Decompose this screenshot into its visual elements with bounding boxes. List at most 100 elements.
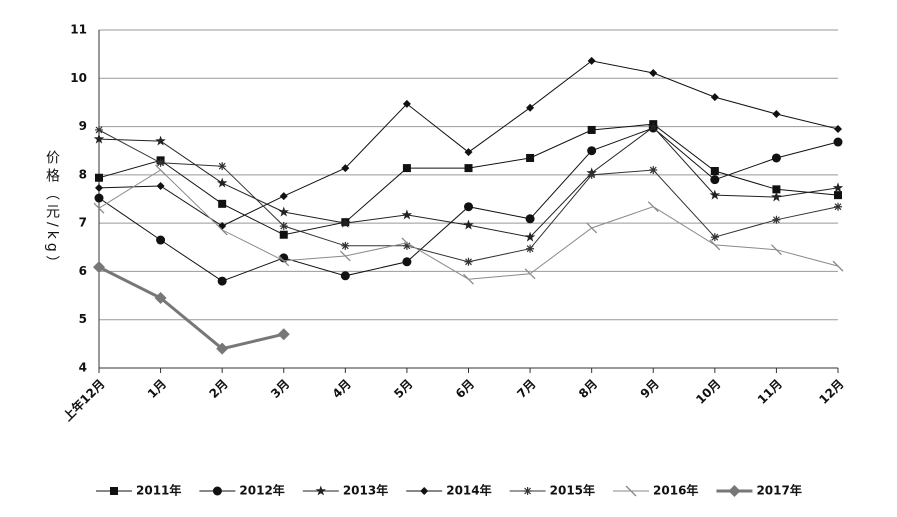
marker (402, 164, 411, 173)
marker (95, 183, 103, 192)
marker (315, 485, 326, 496)
marker (770, 244, 782, 256)
marker (649, 68, 658, 77)
y-tick-label: 9 (79, 119, 87, 133)
marker (216, 177, 228, 188)
x-tick-label: 6月 (453, 377, 477, 401)
marker (279, 230, 288, 239)
marker (524, 231, 536, 242)
marker (771, 153, 781, 163)
marker (218, 162, 227, 171)
marker (710, 175, 720, 185)
marker (341, 241, 350, 250)
y-tick-label: 7 (79, 216, 87, 230)
marker (464, 164, 473, 173)
marker (832, 260, 844, 272)
marker (217, 276, 227, 286)
marker (587, 170, 596, 179)
marker (710, 166, 719, 175)
marker (401, 209, 413, 220)
marker (278, 255, 290, 267)
marker (523, 487, 532, 495)
x-tick-label: 3月 (268, 377, 292, 401)
y-tick-label: 6 (79, 264, 87, 278)
marker (402, 99, 411, 108)
marker (155, 135, 166, 146)
marker (420, 487, 429, 495)
marker (216, 224, 228, 236)
legend-label: 2013年 (343, 483, 388, 498)
marker (710, 233, 719, 242)
marker (772, 215, 781, 224)
marker (212, 486, 222, 496)
marker (154, 291, 167, 304)
marker (586, 222, 598, 234)
marker (93, 133, 105, 144)
legend-label: 2015年 (550, 483, 595, 498)
marker (648, 121, 659, 132)
marker (277, 328, 290, 341)
marker (340, 217, 351, 228)
x-tick-label: 4月 (330, 377, 354, 401)
series-line (98, 265, 285, 351)
marker (524, 268, 536, 280)
marker (339, 250, 351, 262)
x-tick-label: 12月 (816, 377, 846, 407)
y-tick-label: 8 (79, 167, 87, 181)
legend-label: 2016年 (653, 483, 698, 498)
y-tick-label: 11 (70, 23, 87, 37)
marker (710, 93, 719, 102)
y-tick-label: 4 (79, 361, 87, 375)
marker (463, 219, 474, 230)
marker (833, 137, 843, 147)
x-tick-label: 上年12月 (60, 376, 108, 424)
x-tick-label: 10月 (693, 377, 723, 407)
marker (95, 173, 103, 182)
marker (464, 148, 473, 157)
marker (587, 56, 596, 65)
x-tick-label: 2月 (206, 377, 230, 401)
marker (728, 485, 741, 497)
legend-label: 2017年 (756, 483, 801, 498)
marker (834, 191, 842, 200)
marker (156, 158, 165, 167)
marker (279, 192, 288, 201)
legend-label: 2011年 (136, 483, 181, 498)
x-tick-label: 11月 (755, 377, 785, 407)
marker (156, 181, 165, 190)
marker (834, 124, 842, 133)
marker (95, 125, 103, 134)
marker (93, 261, 105, 274)
x-tick-label: 1月 (145, 377, 169, 401)
marker (218, 199, 227, 208)
y-tick-label: 5 (79, 312, 87, 326)
marker (156, 235, 166, 245)
legend-label: 2012年 (239, 483, 284, 498)
marker (526, 244, 535, 253)
marker (402, 257, 412, 267)
marker (526, 153, 535, 162)
marker (587, 125, 596, 134)
x-tick-label: 5月 (391, 377, 415, 401)
marker (649, 166, 658, 175)
y-axis-label: 价格（元/kg） (44, 150, 60, 274)
x-tick-label: 7月 (514, 377, 538, 401)
marker (110, 487, 118, 495)
marker (647, 201, 659, 213)
marker (278, 206, 289, 217)
y-tick-label: 10 (70, 71, 87, 85)
marker (587, 146, 597, 156)
marker (525, 214, 535, 224)
marker (155, 164, 167, 176)
marker (94, 193, 104, 203)
marker (772, 185, 781, 194)
marker (772, 110, 781, 119)
marker (402, 241, 411, 250)
marker (834, 202, 842, 211)
marker (463, 273, 474, 285)
marker (401, 237, 413, 249)
marker (340, 271, 350, 281)
marker (216, 342, 229, 355)
marker (709, 239, 721, 251)
